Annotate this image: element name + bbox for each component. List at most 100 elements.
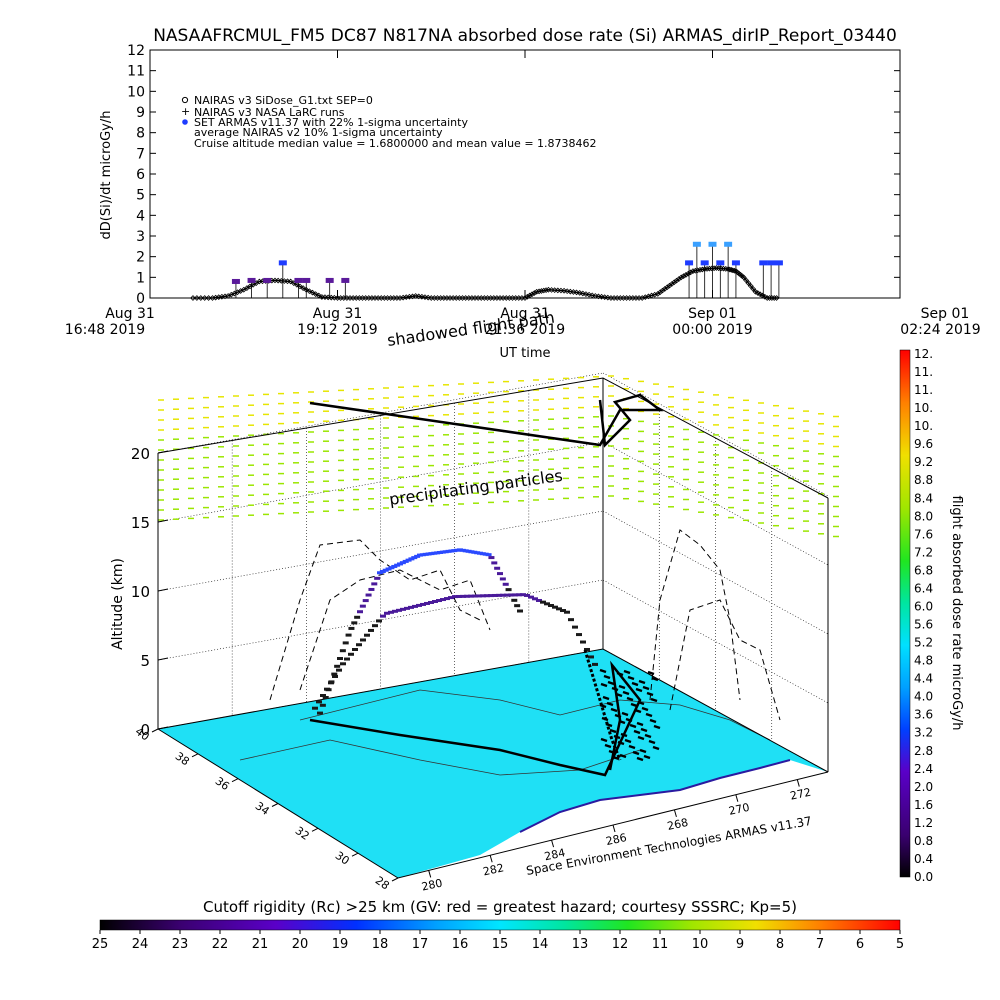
landing-trace <box>653 724 661 730</box>
nairas-sidose-point <box>697 267 703 273</box>
set-armas-point <box>325 277 334 283</box>
landing-trace <box>604 743 612 749</box>
landing-trace <box>632 750 640 756</box>
nairas-sidose-point <box>543 287 549 294</box>
dose-colorbar-tick-label: 7.6 <box>914 527 933 541</box>
nairas-sidose-point <box>685 270 692 277</box>
top-y-axis-label: dD(Si)/dt microGy/h <box>99 111 114 240</box>
dose-colorbar-tick-label: 2.0 <box>914 780 933 794</box>
annotation-shadowed-flight-path: shadowed flight path <box>386 308 556 350</box>
rigidity-tick-label: 11 <box>652 937 669 952</box>
nairas-sidose-point <box>747 283 754 289</box>
flight-sample <box>568 618 574 622</box>
nairas-sidose-point <box>194 295 200 301</box>
flight-sample <box>491 561 498 565</box>
flight-sample <box>476 594 482 598</box>
flight-sample <box>464 594 470 598</box>
landing-trace <box>630 702 638 708</box>
nairas-sidose-point <box>699 266 706 273</box>
flight-sample <box>359 604 366 608</box>
landing-trace <box>649 718 657 724</box>
rigidity-tick-label: 16 <box>452 937 469 952</box>
landing-trace <box>612 755 620 761</box>
ocean-surface <box>158 649 828 878</box>
flight-sample <box>484 594 490 598</box>
nairas-sidose-point <box>300 285 306 291</box>
altitude-axis: 0 5 10 15 20 <box>131 445 169 739</box>
flight-sample <box>376 619 382 623</box>
flight-sample <box>528 595 534 599</box>
flight-sample <box>374 576 381 580</box>
landing-trace <box>637 735 645 741</box>
nairas-sidose-point <box>664 284 671 291</box>
nairas-sidose-point <box>704 265 710 272</box>
landing-trace <box>651 676 659 682</box>
flight-sample <box>552 605 558 609</box>
landing-trace <box>601 716 609 722</box>
landing-trace <box>631 681 639 687</box>
nairas-sidose-point <box>694 267 701 274</box>
nairas-sidose-point <box>197 295 204 301</box>
flight-sample <box>340 662 346 666</box>
rigidity-tick-label: 14 <box>532 937 549 952</box>
flight-sample <box>331 672 338 676</box>
nairas-sidose-point <box>536 288 542 295</box>
flight-sample <box>336 668 342 672</box>
top-y-tick-label: 4 <box>136 208 145 224</box>
nairas-sidose-point <box>740 274 747 281</box>
flight-sample <box>432 600 438 604</box>
dose-colorbar-tick-label: 11. <box>914 365 933 379</box>
legend-entry-nairas-larc: NAIRAS v3 NASA LaRC runs <box>194 106 345 119</box>
flight-sample <box>396 608 402 612</box>
landing-trace <box>608 749 616 755</box>
landing-trace <box>609 728 617 734</box>
top-y-tick-label: 9 <box>136 105 145 121</box>
flight-sample <box>556 607 562 611</box>
flight-sample <box>408 605 414 609</box>
landing-trace <box>638 679 646 685</box>
flight-sample <box>317 711 323 715</box>
flight-sample <box>351 621 358 625</box>
landing-trace <box>650 697 658 703</box>
left-wall-gridline <box>157 372 604 454</box>
flight-sample <box>512 593 518 597</box>
flight-sample <box>472 594 478 598</box>
set-armas-point <box>767 260 776 266</box>
flight-sample <box>499 577 506 581</box>
flight-sample <box>322 696 329 699</box>
set-armas-point <box>731 260 740 266</box>
landing-trace <box>652 745 660 751</box>
landing-trace <box>611 686 619 692</box>
flight-sample <box>520 593 526 597</box>
coastline <box>519 759 791 833</box>
top-y-tick-label: 11 <box>127 64 145 80</box>
landing-trace <box>602 695 610 701</box>
nairas-sidose-point <box>683 271 689 278</box>
altitude-tick-label: 5 <box>140 652 150 670</box>
set-armas-point <box>724 241 733 247</box>
flight-sample <box>492 593 498 597</box>
nairas-sidose-point <box>639 295 646 301</box>
flight-sample <box>517 609 523 613</box>
nairas-sidose-point <box>589 292 596 299</box>
nairas-sidose-point <box>706 265 713 272</box>
rigidity-tick-label: 13 <box>572 937 589 952</box>
flight-sample <box>524 593 530 597</box>
set-armas-point <box>263 277 272 283</box>
flight-sample <box>504 593 510 597</box>
landing-trace <box>641 706 649 712</box>
rigidity-tick-label: 15 <box>492 937 509 952</box>
ground-track-2 <box>239 739 641 776</box>
landing-trace <box>619 753 627 759</box>
nairas-sidose-point <box>201 295 208 301</box>
top-x-tick-time: 19:12 2019 <box>297 322 377 338</box>
dose-colorbar-ticks: 12. 11. 11. 10. 10. 9.6 9.2 8.8 8.4 8.0 7.6 7.2 6.8 6… <box>914 347 933 884</box>
landing-trace <box>645 712 653 718</box>
flight-sample <box>380 614 386 618</box>
3d-panel: shadowed flight path precipitating parti… <box>110 308 839 894</box>
flight-sample <box>316 700 322 704</box>
latitude-tick-label: 36 <box>213 774 232 793</box>
nairas-sidose-point <box>306 288 313 295</box>
